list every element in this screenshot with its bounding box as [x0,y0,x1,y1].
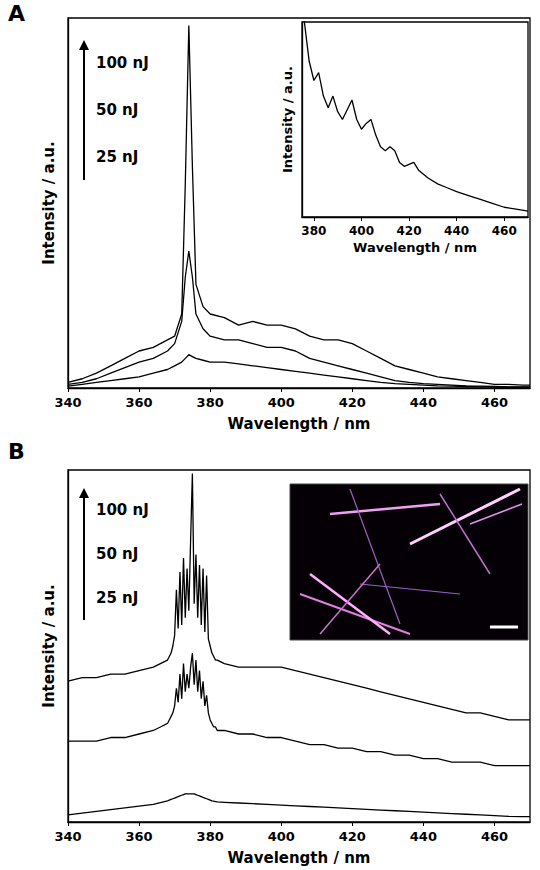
svg-text:440: 440 [410,829,437,844]
svg-text:Wavelength / nm: Wavelength / nm [353,240,477,255]
svg-text:400: 400 [268,829,295,844]
svg-text:380: 380 [197,829,224,844]
svg-text:420: 420 [397,224,422,238]
svg-text:460: 460 [481,829,508,844]
svg-text:B: B [8,439,25,464]
svg-text:Intensity / a.u.: Intensity / a.u. [40,584,58,707]
svg-text:25 nJ: 25 nJ [96,148,138,166]
svg-text:100 nJ: 100 nJ [96,54,149,72]
svg-text:A: A [8,1,25,26]
svg-text:420: 420 [339,395,366,410]
svg-text:440: 440 [444,224,469,238]
svg-text:460: 460 [492,224,517,238]
svg-text:100 nJ: 100 nJ [96,501,149,519]
svg-text:25 nJ: 25 nJ [96,589,138,607]
svg-text:340: 340 [54,829,81,844]
svg-text:380: 380 [301,224,326,238]
svg-text:460: 460 [481,395,508,410]
svg-text:380: 380 [197,395,224,410]
svg-text:400: 400 [268,395,295,410]
svg-text:420: 420 [339,829,366,844]
svg-text:50 nJ: 50 nJ [96,545,138,563]
svg-text:Wavelength / nm: Wavelength / nm [228,849,371,867]
svg-text:Intensity / a.u.: Intensity / a.u. [40,141,58,264]
svg-text:400: 400 [349,224,374,238]
svg-text:Intensity / a.u.: Intensity / a.u. [280,66,295,173]
svg-text:50 nJ: 50 nJ [96,101,138,119]
svg-text:Wavelength / nm: Wavelength / nm [228,415,371,433]
svg-text:440: 440 [410,395,437,410]
svg-text:360: 360 [126,395,153,410]
svg-text:360: 360 [126,829,153,844]
svg-text:340: 340 [54,395,81,410]
